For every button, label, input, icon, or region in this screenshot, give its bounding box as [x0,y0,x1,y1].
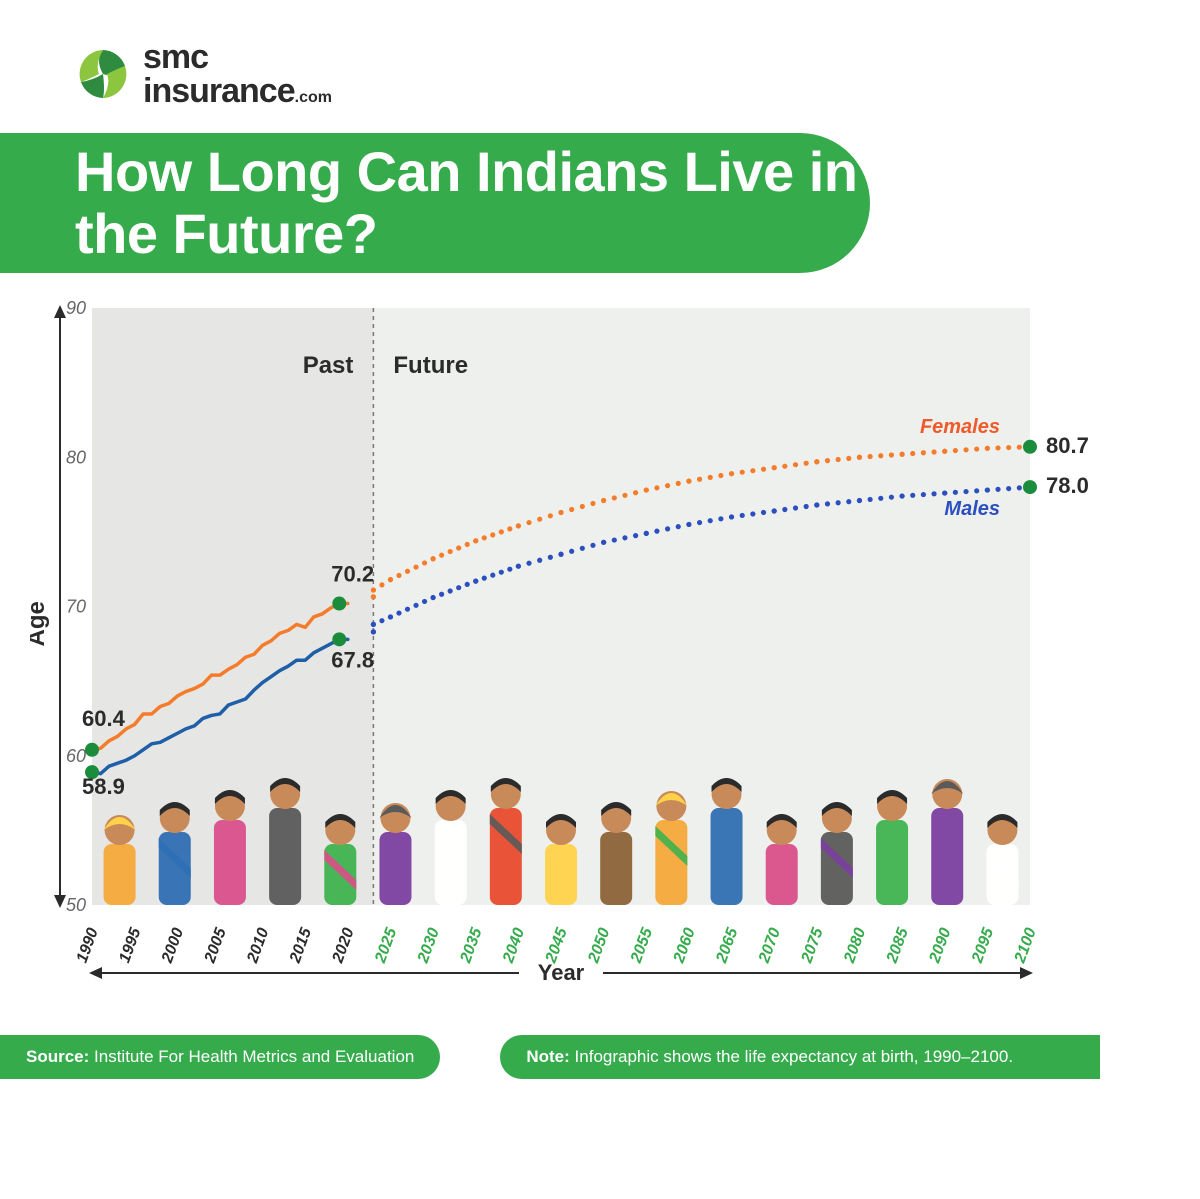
source-text: Institute For Health Metrics and Evaluat… [94,1047,414,1066]
svg-text:60.4: 60.4 [82,706,126,731]
svg-text:2100: 2100 [1011,926,1040,966]
title-bar: How Long Can Indians Live in the Future? [0,133,870,273]
logo-text: smc insurance.com [143,40,332,108]
svg-text:Future: Future [393,352,468,379]
svg-text:Females: Females [920,416,1000,438]
svg-text:50: 50 [66,895,86,915]
svg-text:2025: 2025 [372,925,401,966]
note-pill: Note: Infographic shows the life expecta… [500,1035,1100,1079]
logo-line2: insurance [143,72,295,110]
svg-text:2075: 2075 [798,925,827,966]
svg-text:78.0: 78.0 [1046,473,1089,498]
svg-text:2040: 2040 [500,926,529,966]
svg-text:2010: 2010 [244,926,273,966]
note-text: Infographic shows the life expectancy at… [575,1047,1014,1066]
note-label: Note: [526,1047,569,1066]
svg-text:2005: 2005 [201,925,230,966]
infographic-title: How Long Can Indians Live in the Future? [75,141,870,264]
svg-text:2085: 2085 [883,925,912,966]
svg-text:80.7: 80.7 [1046,433,1089,458]
svg-text:2070: 2070 [756,926,785,966]
svg-text:2080: 2080 [841,926,870,966]
logo-suffix: .com [295,89,332,106]
logo-mark-icon [75,46,131,102]
life-expectancy-chart: Past Future 50 60 70 80 90 Age Year 1990 1995 2000 2… [30,300,1090,1000]
svg-text:2030: 2030 [414,926,443,966]
svg-text:2065: 2065 [713,925,742,966]
svg-text:2060: 2060 [670,926,699,966]
source-label: Source: [26,1047,89,1066]
svg-text:2050: 2050 [585,926,614,966]
svg-text:2035: 2035 [457,925,486,966]
svg-text:Year: Year [538,960,585,985]
svg-text:70: 70 [66,597,86,617]
source-pill: Source: Institute For Health Metrics and… [0,1035,440,1079]
svg-text:90: 90 [66,300,86,318]
logo-line1: smc [143,40,332,74]
svg-text:80: 80 [66,447,86,467]
svg-text:1990: 1990 [74,926,102,965]
svg-text:67.8: 67.8 [331,647,374,672]
svg-text:2020: 2020 [329,926,358,966]
svg-text:2095: 2095 [969,925,998,966]
svg-text:58.9: 58.9 [82,774,125,799]
svg-text:Age: Age [30,601,50,646]
svg-text:Males: Males [944,498,1000,520]
svg-text:2000: 2000 [159,926,188,966]
svg-text:60: 60 [66,746,86,766]
logo-line2-wrap: insurance.com [143,74,332,108]
svg-text:2090: 2090 [926,926,955,966]
svg-text:Past: Past [303,352,354,379]
svg-text:2015: 2015 [287,925,316,966]
svg-text:2055: 2055 [628,925,657,966]
footer: Source: Institute For Health Metrics and… [0,1035,1100,1079]
brand-logo: smc insurance.com [75,40,332,108]
svg-text:70.2: 70.2 [331,562,374,587]
svg-text:1995: 1995 [116,925,145,965]
